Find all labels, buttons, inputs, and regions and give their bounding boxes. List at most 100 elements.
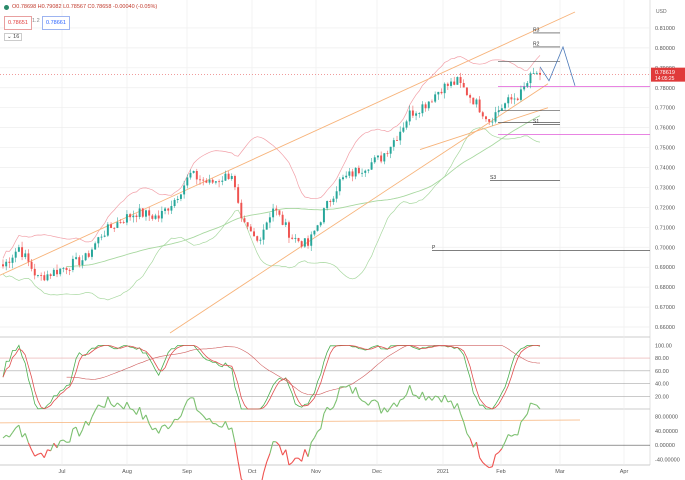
x-tick-label: Aug bbox=[122, 469, 132, 475]
osc-segment bbox=[24, 433, 29, 443]
candle-body bbox=[392, 140, 395, 147]
osc-segment bbox=[27, 442, 33, 451]
candle-body bbox=[202, 179, 205, 181]
candle-body bbox=[386, 153, 389, 155]
candle-body bbox=[307, 238, 310, 246]
candle-body bbox=[364, 170, 367, 173]
candle-body bbox=[227, 173, 230, 179]
lower-channel-line bbox=[169, 83, 549, 334]
osc-segment bbox=[491, 454, 497, 467]
candle-body bbox=[21, 247, 24, 258]
y-tick-label: 0.75000 bbox=[655, 146, 675, 152]
candle-body bbox=[2, 264, 4, 267]
osc-segment bbox=[110, 403, 115, 408]
osc-segment bbox=[158, 425, 163, 434]
candle-body bbox=[14, 251, 17, 258]
osc-segment bbox=[120, 405, 125, 410]
candle-body bbox=[33, 268, 36, 276]
osc-segment bbox=[78, 429, 83, 437]
osc-segment bbox=[332, 399, 338, 408]
osc-segment bbox=[488, 466, 493, 469]
osc-segment bbox=[336, 386, 341, 401]
candle-body bbox=[176, 198, 179, 200]
osc-segment bbox=[406, 385, 411, 395]
osc-segment bbox=[498, 448, 503, 453]
candle-body bbox=[164, 208, 167, 211]
candle-body bbox=[300, 241, 303, 247]
osc-segment bbox=[40, 452, 45, 459]
candle-body bbox=[287, 222, 290, 238]
candle-body bbox=[415, 113, 418, 116]
candle-body bbox=[183, 185, 186, 195]
osc-segment bbox=[152, 427, 156, 431]
candle-body bbox=[125, 214, 128, 223]
candle-body bbox=[272, 208, 275, 218]
indicator-toggle-button[interactable]: ⌄ 16 bbox=[4, 33, 23, 41]
osc-segment bbox=[94, 404, 99, 411]
candle-body bbox=[310, 234, 313, 246]
osc-segment bbox=[352, 387, 357, 394]
candle-body bbox=[268, 217, 271, 223]
candle-body bbox=[297, 237, 300, 242]
osc-segment bbox=[215, 423, 220, 427]
osc-segment bbox=[15, 424, 20, 429]
candle-body bbox=[507, 97, 510, 104]
upper-channel-line bbox=[0, 11, 576, 276]
candle-body bbox=[294, 237, 297, 239]
candle-body bbox=[17, 247, 20, 252]
osc-segment bbox=[37, 452, 42, 455]
ask-price-button[interactable]: 0.78661 bbox=[42, 16, 70, 30]
bid-price-button[interactable]: 0.78651 bbox=[4, 16, 32, 30]
candle-body bbox=[291, 237, 294, 239]
candle-body bbox=[326, 201, 329, 209]
osc-segment bbox=[275, 441, 280, 446]
candle-body bbox=[367, 169, 370, 171]
osc-segment bbox=[8, 432, 13, 438]
osc-segment bbox=[364, 401, 369, 406]
candle-body bbox=[116, 222, 119, 228]
y-tick-label: 0.78000 bbox=[655, 86, 675, 92]
osc-segment bbox=[348, 384, 354, 394]
candle-body bbox=[532, 73, 535, 74]
candle-body bbox=[259, 239, 262, 241]
osc-segment bbox=[50, 442, 55, 452]
osc-segment bbox=[485, 464, 490, 469]
candle-body bbox=[135, 215, 138, 217]
osc-segment bbox=[88, 416, 93, 426]
osc-tick-label: -40.00000 bbox=[655, 458, 680, 464]
osc-segment bbox=[387, 407, 392, 413]
candle-body bbox=[49, 274, 52, 276]
osc-segment bbox=[2, 434, 7, 439]
osc-segment bbox=[237, 461, 242, 480]
osc-segment bbox=[374, 399, 379, 403]
candle-body bbox=[491, 121, 494, 123]
candle-body bbox=[110, 224, 113, 228]
candle-body bbox=[338, 179, 341, 192]
osc-segment bbox=[399, 398, 404, 401]
osc-segment bbox=[304, 449, 309, 457]
x-tick-label: 2021 bbox=[437, 469, 449, 475]
x-tick-label: Feb bbox=[496, 469, 505, 475]
candle-body bbox=[319, 222, 322, 226]
candle-body bbox=[284, 222, 287, 225]
osc-segment bbox=[326, 406, 331, 411]
candle-body bbox=[221, 180, 224, 182]
ohlc-values: O0.78698 H0.79082 L0.78567 C0.78658 -0.0… bbox=[12, 4, 158, 10]
osc-segment bbox=[60, 439, 64, 442]
osc-segment bbox=[43, 449, 48, 458]
candle-body bbox=[211, 179, 214, 183]
candle-body bbox=[103, 235, 106, 237]
osc-segment bbox=[234, 442, 239, 462]
osc-segment bbox=[224, 421, 230, 430]
candle-body bbox=[354, 167, 357, 177]
osc-segment bbox=[396, 399, 401, 407]
candle-body bbox=[526, 83, 529, 87]
candle-body bbox=[456, 77, 459, 85]
candle-body bbox=[497, 110, 500, 113]
candle-body bbox=[230, 176, 233, 179]
osc-segment bbox=[5, 434, 10, 438]
y-tick-label: 0.73000 bbox=[655, 185, 675, 191]
candle-body bbox=[46, 274, 49, 281]
osc-segment bbox=[530, 402, 534, 405]
